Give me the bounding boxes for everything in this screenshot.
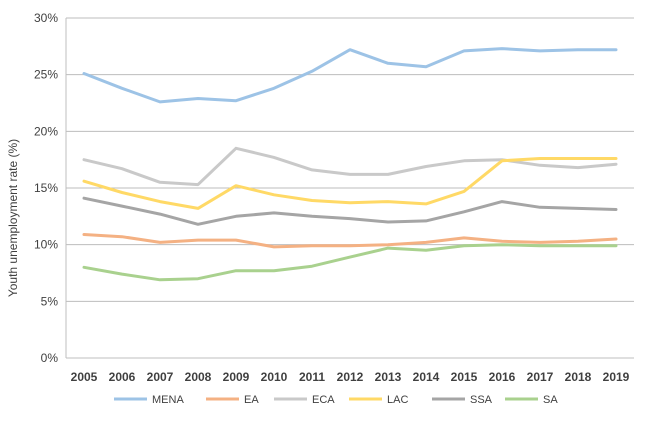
x-tick-label: 2010 [261, 370, 288, 384]
x-tick-label: 2019 [603, 370, 630, 384]
x-tick-label: 2011 [299, 370, 325, 384]
x-tick-label: 2013 [375, 370, 402, 384]
series-lines [82, 47, 618, 282]
series-line-lac [82, 157, 618, 210]
gridlines [65, 17, 634, 359]
series-line-mena [82, 47, 618, 104]
y-axis-ticks: 0% 5% 10% 15% 20% 25% 30% [34, 11, 58, 365]
legend-label-sa: SA [543, 394, 558, 406]
x-tick-label: 2016 [489, 370, 516, 384]
y-tick-label: 20% [34, 124, 58, 138]
y-axis-label: Youth unemployment rate (%) [6, 139, 20, 297]
legend-label-lac: LAC [387, 394, 408, 406]
legend-label-mena: MENA [152, 394, 184, 406]
y-tick-label: 25% [34, 68, 58, 82]
legend-label-eca: ECA [312, 394, 335, 406]
series-line-ssa [82, 196, 618, 226]
legend-label-ssa: SSA [470, 394, 493, 406]
x-tick-label: 2015 [451, 370, 478, 384]
series-line-sa [82, 243, 618, 282]
y-tick-label: 30% [34, 11, 58, 25]
x-tick-label: 2007 [147, 370, 174, 384]
x-tick-label: 2018 [565, 370, 592, 384]
y-tick-label: 15% [34, 181, 58, 195]
x-axis-ticks: 2005 2006 2007 2008 2009 2010 2011 2012 2013 2014… [71, 370, 630, 384]
y-tick-label: 0% [41, 351, 59, 365]
series-line-ea [82, 233, 618, 249]
legend: MENA EA ECA LAC SSA SA [114, 394, 558, 406]
x-tick-label: 2012 [337, 370, 364, 384]
x-tick-label: 2014 [413, 370, 440, 384]
x-tick-label: 2008 [185, 370, 212, 384]
y-tick-label: 10% [34, 238, 58, 252]
legend-label-ea: EA [244, 394, 259, 406]
x-tick-label: 2006 [109, 370, 136, 384]
y-tick-label: 5% [41, 294, 59, 308]
x-tick-label: 2009 [223, 370, 250, 384]
x-tick-label: 2005 [71, 370, 98, 384]
x-tick-label: 2017 [527, 370, 554, 384]
series-line-eca [82, 146, 618, 187]
